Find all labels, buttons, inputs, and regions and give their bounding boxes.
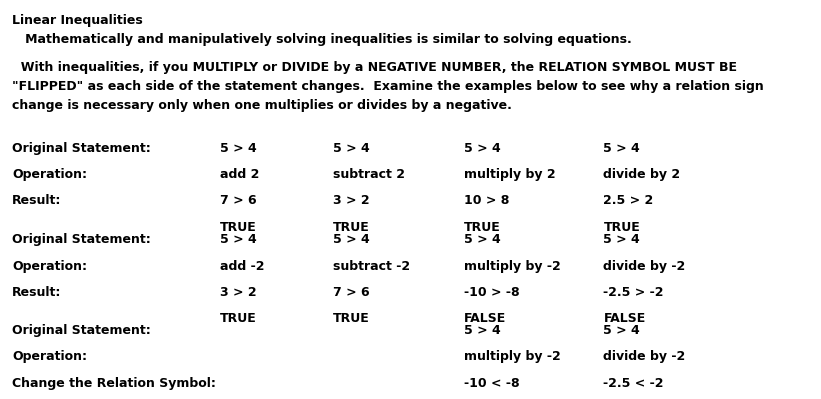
Text: Linear Inequalities: Linear Inequalities (12, 14, 143, 27)
Text: Original Statement:: Original Statement: (12, 233, 151, 247)
Text: 10 > 8: 10 > 8 (464, 194, 509, 207)
Text: multiply by -2: multiply by -2 (464, 260, 561, 273)
Text: divide by -2: divide by -2 (603, 350, 686, 363)
Text: TRUE: TRUE (603, 221, 640, 234)
Text: -2.5 > -2: -2.5 > -2 (603, 286, 664, 299)
Text: FALSE: FALSE (464, 312, 506, 326)
Text: -10 < -8: -10 < -8 (464, 377, 520, 390)
Text: FALSE: FALSE (603, 312, 645, 326)
Text: divide by 2: divide by 2 (603, 168, 681, 181)
Text: Original Statement:: Original Statement: (12, 324, 151, 337)
Text: "FLIPPED" as each side of the statement changes.  Examine the examples below to : "FLIPPED" as each side of the statement … (12, 80, 764, 93)
Text: Operation:: Operation: (12, 168, 87, 181)
Text: add -2: add -2 (220, 260, 264, 273)
Text: 3 > 2: 3 > 2 (220, 286, 257, 299)
Text: 3 > 2: 3 > 2 (333, 194, 369, 207)
Text: add 2: add 2 (220, 168, 259, 181)
Text: 7 > 6: 7 > 6 (333, 286, 369, 299)
Text: TRUE: TRUE (220, 221, 257, 234)
Text: change is necessary only when one multiplies or divides by a negative.: change is necessary only when one multip… (12, 99, 512, 112)
Text: 2.5 > 2: 2.5 > 2 (603, 194, 654, 207)
Text: 5 > 4: 5 > 4 (333, 142, 369, 155)
Text: 5 > 4: 5 > 4 (464, 233, 501, 247)
Text: 7 > 6: 7 > 6 (220, 194, 257, 207)
Text: divide by -2: divide by -2 (603, 260, 686, 273)
Text: TRUE: TRUE (464, 221, 501, 234)
Text: subtract -2: subtract -2 (333, 260, 410, 273)
Text: TRUE: TRUE (333, 221, 369, 234)
Text: Change the Relation Symbol:: Change the Relation Symbol: (12, 377, 216, 390)
Text: Operation:: Operation: (12, 350, 87, 363)
Text: 5 > 4: 5 > 4 (333, 233, 369, 247)
Text: TRUE: TRUE (220, 312, 257, 326)
Text: 5 > 4: 5 > 4 (603, 142, 640, 155)
Text: multiply by -2: multiply by -2 (464, 350, 561, 363)
Text: 5 > 4: 5 > 4 (464, 324, 501, 337)
Text: Operation:: Operation: (12, 260, 87, 273)
Text: subtract 2: subtract 2 (333, 168, 405, 181)
Text: 5 > 4: 5 > 4 (220, 233, 257, 247)
Text: multiply by 2: multiply by 2 (464, 168, 556, 181)
Text: TRUE: TRUE (333, 312, 369, 326)
Text: Result:: Result: (12, 286, 62, 299)
Text: Mathematically and manipulatively solving inequalities is similar to solving equ: Mathematically and manipulatively solvin… (12, 33, 632, 46)
Text: 5 > 4: 5 > 4 (220, 142, 257, 155)
Text: -2.5 < -2: -2.5 < -2 (603, 377, 664, 390)
Text: Result:: Result: (12, 194, 62, 207)
Text: With inequalities, if you MULTIPLY or DIVIDE by a NEGATIVE NUMBER, the RELATION : With inequalities, if you MULTIPLY or DI… (12, 61, 737, 74)
Text: 5 > 4: 5 > 4 (603, 233, 640, 247)
Text: 5 > 4: 5 > 4 (464, 142, 501, 155)
Text: -10 > -8: -10 > -8 (464, 286, 520, 299)
Text: 5 > 4: 5 > 4 (603, 324, 640, 337)
Text: Original Statement:: Original Statement: (12, 142, 151, 155)
